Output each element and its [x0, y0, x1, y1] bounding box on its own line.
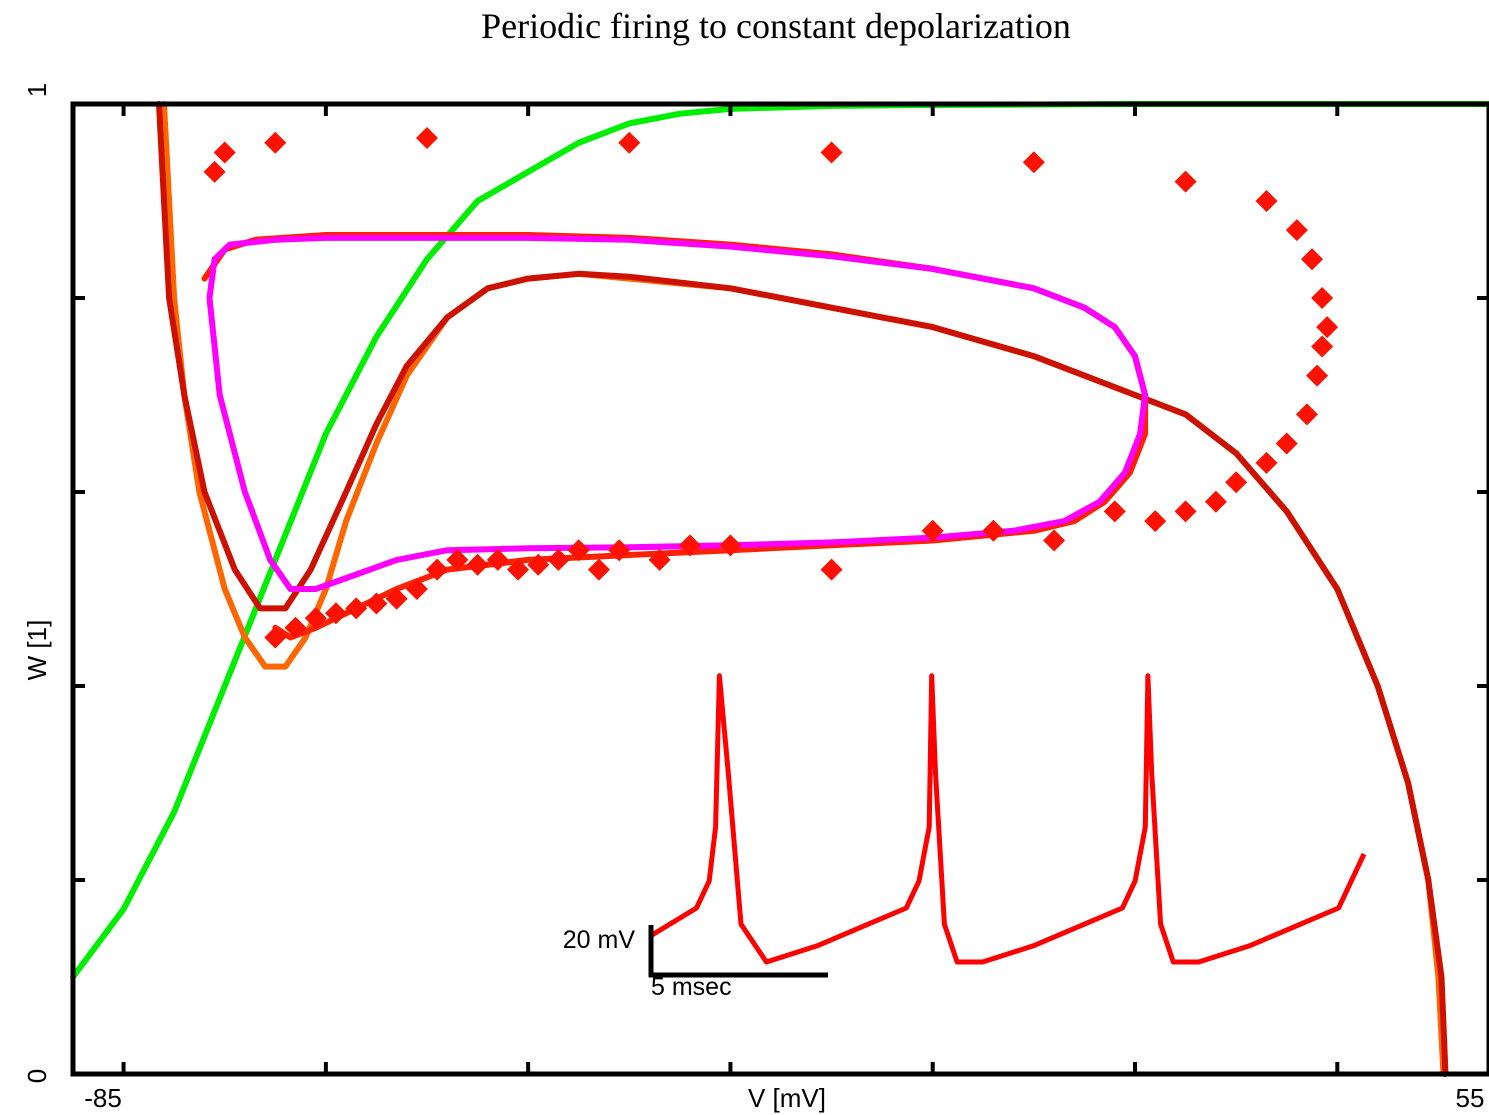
data-point-marker — [1022, 151, 1045, 174]
inset-voltage-trace — [648, 673, 1367, 978]
data-point-marker — [1043, 529, 1066, 552]
data-point-marker — [820, 558, 843, 581]
data-point-marker — [982, 519, 1005, 542]
data-point-marker — [486, 548, 509, 571]
x-tick-label-max: 55 — [1456, 1083, 1485, 1113]
data-point-marker — [426, 558, 449, 581]
data-point-marker — [1295, 403, 1318, 426]
data-point-marker — [1174, 500, 1197, 523]
data-point-marker — [385, 587, 408, 610]
data-point-marker — [1144, 510, 1167, 533]
data-point-marker — [1255, 451, 1278, 474]
data-point-marker — [547, 548, 570, 571]
data-point-marker — [567, 539, 590, 562]
data-point-marker — [1204, 490, 1227, 513]
series-line-5 — [206, 234, 1149, 592]
data-point-marker — [203, 160, 226, 183]
data-point-marker — [324, 602, 347, 625]
data-point-marker — [507, 558, 530, 581]
axis-ticks — [73, 104, 1489, 1074]
data-point-marker — [820, 141, 843, 164]
scale-bar-voltage-label: 20 mV — [563, 926, 636, 954]
scale-bar-time-label: 5 msec — [651, 973, 732, 1001]
data-point-marker — [264, 626, 287, 649]
data-point-marker — [284, 616, 307, 639]
data-point-marker — [405, 578, 428, 600]
data-point-marker — [527, 553, 550, 576]
y-tick-label-min: 0 — [22, 1069, 52, 1083]
plot-series — [70, 101, 1489, 1077]
data-point-marker — [1275, 432, 1298, 455]
data-point-marker — [587, 558, 610, 581]
data-point-marker — [648, 548, 671, 571]
data-point-marker — [466, 553, 489, 576]
data-point-marker — [345, 597, 368, 620]
chart-title: Periodic firing to constant depolarizati… — [481, 6, 1071, 46]
data-point-marker — [921, 519, 944, 542]
x-tick-label-min: -85 — [84, 1083, 122, 1113]
data-point-marker — [213, 141, 236, 164]
data-point-marker — [365, 592, 388, 615]
x-axis-label: V [mV] — [748, 1083, 826, 1113]
data-point-marker — [1174, 170, 1197, 193]
data-point-marker — [719, 534, 742, 557]
plot-markers — [203, 126, 1339, 649]
data-point-marker — [1311, 335, 1334, 358]
data-point-marker — [1311, 287, 1334, 309]
data-point-marker — [678, 534, 701, 557]
plot-frame — [70, 101, 1489, 1077]
data-point-marker — [1255, 190, 1278, 212]
data-point-marker — [304, 607, 327, 630]
data-point-marker — [1285, 219, 1308, 242]
y-tick-label-max: 1 — [22, 83, 52, 97]
y-axis-label: W [1] — [22, 620, 52, 681]
data-point-marker — [618, 131, 641, 154]
data-point-marker — [1306, 364, 1329, 387]
inset-trace-line — [650, 673, 1367, 965]
data-point-marker — [446, 548, 469, 571]
data-point-marker — [1316, 316, 1339, 339]
data-point-marker — [1225, 471, 1248, 494]
data-point-marker — [608, 539, 631, 562]
data-point-marker — [416, 126, 438, 149]
data-point-marker — [264, 131, 287, 154]
data-point-marker — [1103, 500, 1126, 523]
data-point-marker — [1301, 248, 1323, 271]
series-line-3 — [156, 101, 1449, 1077]
